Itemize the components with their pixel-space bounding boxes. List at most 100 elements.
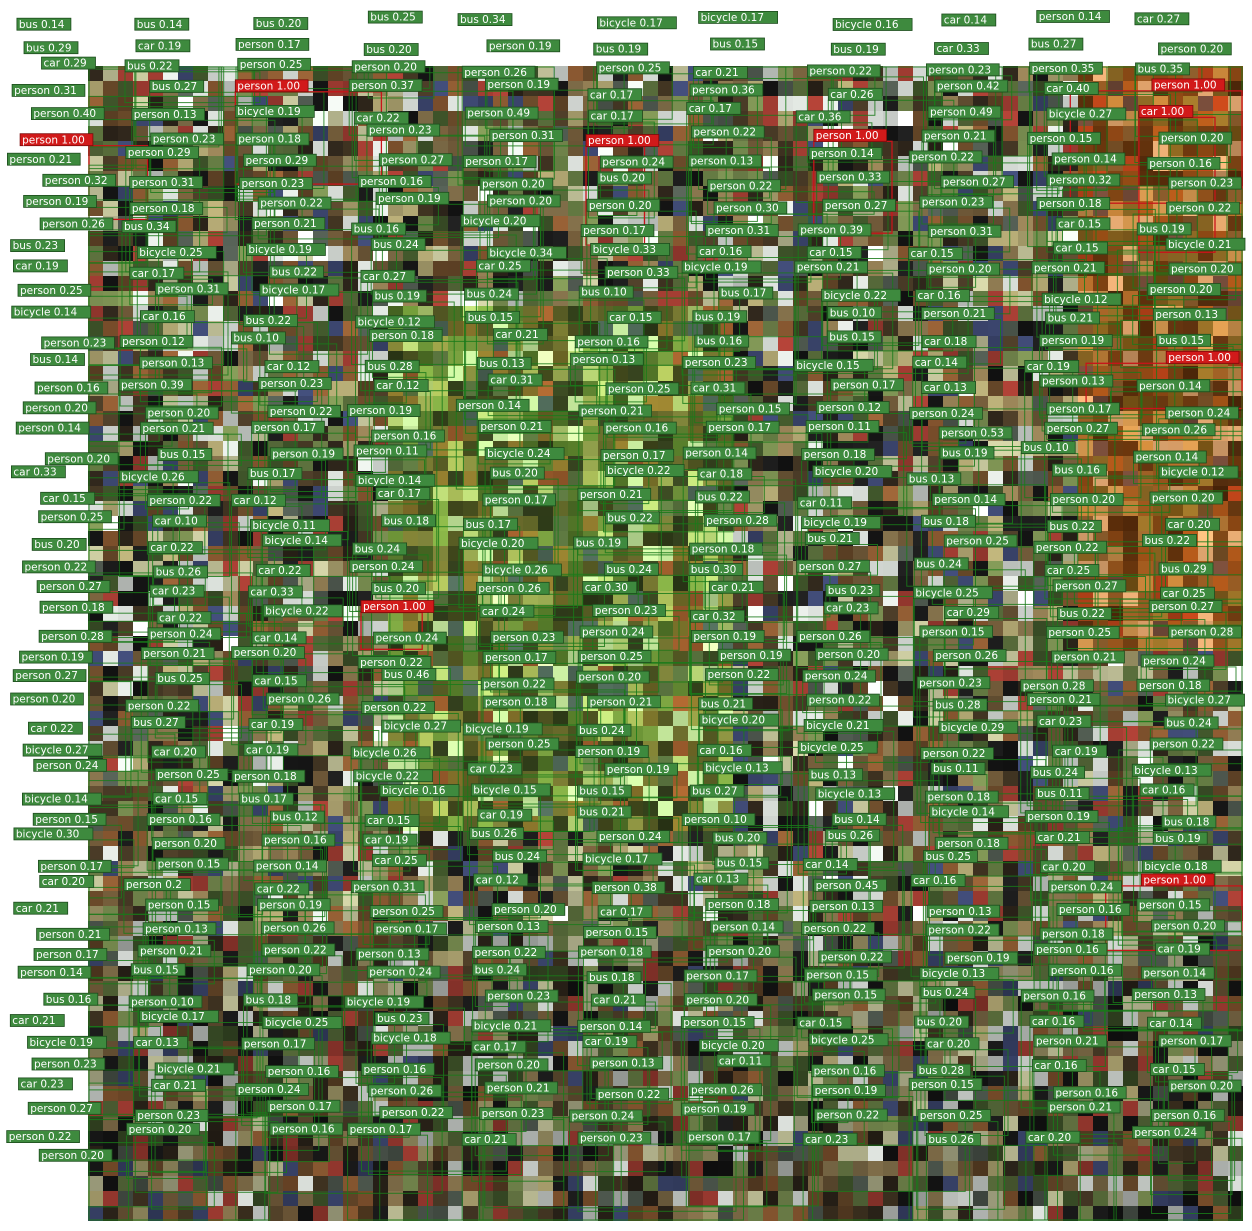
detection-box	[265, 1077, 443, 1194]
detection-label-text: person 0.27	[39, 581, 102, 593]
detection-label-bg	[579, 625, 654, 639]
detection-label: bicycle 0.25	[797, 740, 878, 754]
detection-label: person 0.28	[1020, 679, 1094, 692]
detection-label-bg	[156, 611, 212, 625]
detection-label: bus 0.20	[489, 466, 545, 480]
detection-label-bg	[1051, 152, 1126, 166]
detection-label-text: bus 0.15	[133, 964, 179, 976]
detection-label-bg	[16, 17, 72, 31]
detection-box	[578, 416, 733, 512]
detection-label-bg	[1165, 350, 1240, 364]
detection-label: person 0.17	[251, 420, 325, 434]
detection-label-text: person 0.20	[148, 408, 211, 420]
detection-label-bg	[807, 64, 881, 78]
detection-label-text: person 0.13	[691, 156, 754, 168]
detection-label-text: person 0.21	[581, 406, 644, 418]
detection-label-bg	[247, 585, 303, 599]
detection-label-bg	[1052, 744, 1107, 758]
detection-label: car 0.24	[479, 604, 535, 618]
detection-label-bg	[119, 334, 194, 348]
detection-label: person 0.25	[237, 57, 311, 71]
detection-label-text: car 0.15	[1058, 218, 1101, 230]
detection-label-text: person 0.26	[478, 583, 541, 595]
detection-label-bg	[1029, 1014, 1085, 1028]
detection-label-bg	[703, 513, 778, 527]
detection-label-bg	[921, 514, 976, 528]
detection-label: person 0.23	[926, 63, 1000, 76]
detection-label-bg	[155, 857, 229, 871]
detection-label: person 0.16	[1151, 1108, 1225, 1122]
detection-label-bg	[32, 812, 107, 826]
detection-label: bicycle 0.27	[1046, 107, 1127, 121]
detection-label-text: bus 0.15	[579, 786, 625, 798]
detection-box	[573, 548, 748, 664]
detection-label-text: person 0.22	[598, 1089, 661, 1101]
detection-label-bg	[1046, 402, 1120, 416]
detection-label: person 0.22	[807, 64, 881, 78]
detection-label: car 0.14	[251, 631, 307, 644]
detection-label-text: bus 0.20	[366, 44, 412, 56]
detection-label-text: person 0.18	[927, 792, 990, 804]
detection-label-text: person 0.23	[1171, 178, 1234, 190]
detection-label-text: person 0.23	[44, 338, 107, 350]
detection-label: bicycle 0.25	[808, 1033, 889, 1046]
detection-label-text: person 0.21	[142, 423, 205, 435]
detection-label-text: person 0.19	[378, 193, 441, 205]
detection-label-bg	[482, 651, 557, 664]
detection-label-text: person 0.21	[1049, 1102, 1112, 1114]
detection-label-text: person 0.22	[809, 695, 872, 707]
detection-label-text: bus 0.19	[942, 448, 988, 460]
detection-label-text: person 0.13	[1134, 989, 1197, 1001]
detection-label-text: person 1.00	[22, 134, 85, 146]
detection-label-text: person 0.21	[487, 1083, 550, 1095]
detection-label-text: bus 0.14	[834, 814, 880, 826]
detection-label-bg	[381, 668, 437, 681]
detection-label: car 0.27	[360, 269, 416, 283]
detection-label-bg	[913, 586, 993, 600]
detection-label-bg	[797, 740, 878, 754]
detection-label-bg	[266, 1099, 341, 1113]
detection-label-text: bicycle 0.24	[487, 448, 551, 460]
detection-label-text: person 0.26	[464, 67, 527, 79]
detection-label-bg	[589, 1056, 664, 1070]
detection-label: person 0.38	[591, 881, 666, 894]
detection-label-bg	[705, 668, 779, 681]
detection-label-bg	[689, 784, 745, 798]
detection-label-text: car 0.12	[234, 495, 277, 507]
detection-label-bg	[27, 721, 83, 735]
detection-label: bus 0.23	[374, 1012, 430, 1025]
detection-label-bg	[262, 533, 342, 547]
detection-label-bg	[484, 77, 559, 91]
detection-label-bg	[930, 762, 986, 775]
detection-label: bus 0.16	[43, 992, 99, 1006]
detection-label-bg	[689, 542, 763, 556]
detection-label: bicycle 0.16	[379, 784, 460, 797]
detection-label-text: bicycle 0.12	[358, 316, 421, 328]
detection-label-text: person 0.17	[40, 861, 103, 873]
detection-label: person 0.19	[346, 404, 421, 417]
detection-label-bg	[10, 465, 66, 479]
detection-label-bg	[6, 1130, 80, 1143]
detection-label-text: car 0.23	[470, 764, 513, 776]
detection-label: bicycle 0.13	[702, 761, 783, 774]
detection-label: person 0.17	[1158, 1034, 1232, 1047]
detection-label-bg	[1149, 737, 1224, 751]
detection-label-bg	[1053, 241, 1108, 255]
detection-label-bg	[804, 532, 860, 545]
detection-label-text: bus 0.30	[691, 564, 737, 576]
detection-label-text: bus 0.20	[374, 583, 420, 595]
detection-label-text: bicycle 0.16	[835, 19, 899, 31]
detection-label: person 0.24	[909, 406, 983, 420]
detection-label: bicycle 0.21	[154, 1062, 235, 1076]
detection-label-bg	[812, 988, 886, 1002]
detection-label-bg	[1136, 678, 1211, 692]
detection-label: person 0.23	[484, 989, 559, 1003]
detection-label-bg	[597, 16, 677, 30]
detection-label: bus 0.30	[688, 563, 744, 576]
detection-label: person 0.28	[1168, 625, 1242, 639]
detection-label-text: bicycle 0.27	[1168, 695, 1231, 707]
detection-label-bg	[234, 105, 315, 118]
detection-label: bus 0.14	[16, 17, 72, 31]
detection-label-text: car 0.15	[609, 312, 652, 324]
detection-label-bg	[825, 828, 880, 842]
